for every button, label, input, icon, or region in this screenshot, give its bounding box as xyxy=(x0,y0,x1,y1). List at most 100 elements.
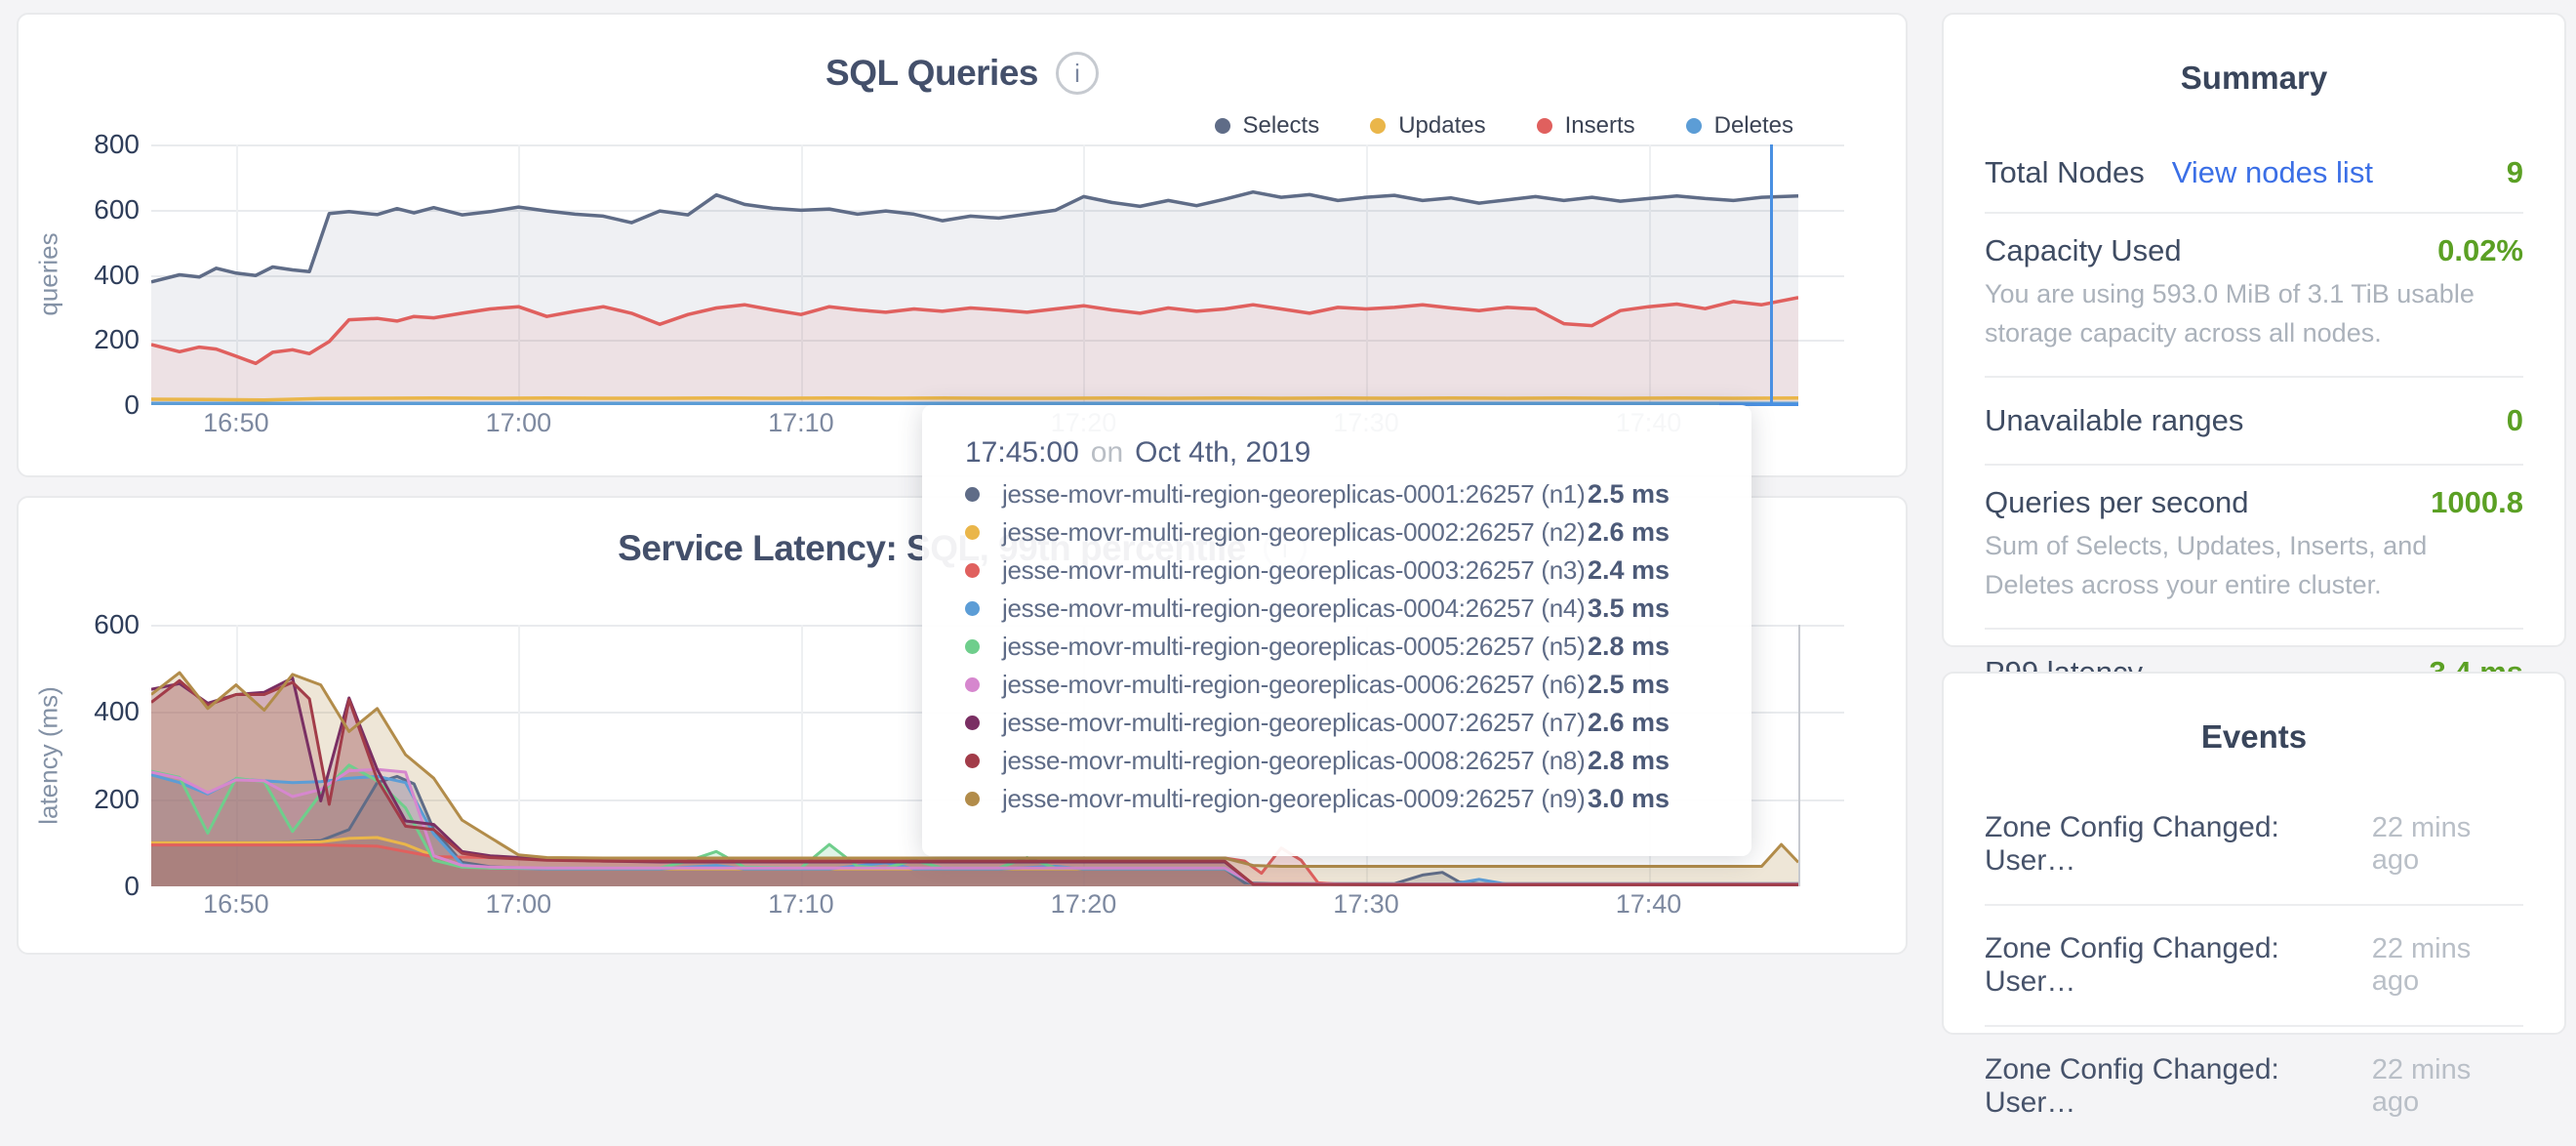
gridline xyxy=(235,625,238,886)
gridline xyxy=(800,625,803,886)
x-axis-tick-label: 17:10 xyxy=(768,408,834,437)
capacity-used-value: 0.02% xyxy=(2437,233,2523,267)
node-series-dot-icon xyxy=(965,487,980,502)
tooltip-node-name: jesse-movr-multi-region-georeplicas-0003… xyxy=(1002,555,1586,585)
node-series-dot-icon xyxy=(965,754,980,768)
node-series-dot-icon xyxy=(965,792,980,806)
tooltip-header: 17:45:00 on Oct 4th, 2019 xyxy=(965,430,1703,475)
legend-item-selects[interactable]: Selects xyxy=(1214,112,1319,140)
event-text: Zone Config Changed: User… xyxy=(1985,1053,2279,1119)
x-axis-tick-label: 16:50 xyxy=(203,408,269,437)
summary-title: Summary xyxy=(2180,60,2328,96)
tooltip-node-row: jesse-movr-multi-region-georeplicas-0008… xyxy=(965,742,1703,780)
sql-legend: Selects Updates Inserts Deletes xyxy=(1214,112,1793,140)
gridline xyxy=(1366,144,1368,405)
y-axis-tick-label: 0 xyxy=(124,871,140,901)
tooltip-on: on xyxy=(1090,436,1124,469)
tooltip-node-latency: 2.4 ms xyxy=(1588,555,1670,585)
series-area-jesse xyxy=(151,769,1798,886)
tooltip-node-name: jesse-movr-multi-region-georeplicas-0008… xyxy=(1002,746,1586,775)
divider xyxy=(1985,212,2523,214)
legend-item-deletes[interactable]: Deletes xyxy=(1685,112,1793,140)
y-axis-tick-label: 200 xyxy=(94,324,140,355)
gridline xyxy=(1648,144,1651,405)
event-timestamp: 22 mins ago xyxy=(2371,933,2472,997)
legend-item-label: Inserts xyxy=(1564,112,1635,139)
tooltip-node-latency: 3.5 ms xyxy=(1588,593,1670,623)
x-axis-tick-label: 17:00 xyxy=(485,889,552,919)
x-axis-tick-label: 17:30 xyxy=(1333,889,1399,919)
event-timestamp: 22 mins ago xyxy=(2371,812,2472,876)
summary-row-capacity: Capacity Used 0.02% You are using 593.0 … xyxy=(1985,214,2523,376)
event-row[interactable]: Zone Config Changed: User… 22 mins ago xyxy=(1985,906,2523,1025)
y-axis-tick-label: 600 xyxy=(94,193,140,225)
tooltip-node-latency: 2.5 ms xyxy=(1588,670,1670,699)
series-area-jesse xyxy=(151,764,1798,886)
gridline xyxy=(151,144,1844,146)
gridline xyxy=(518,144,521,405)
tooltip-node-latency: 2.6 ms xyxy=(1588,517,1670,547)
tooltip-node-name: jesse-movr-multi-region-georeplicas-0009… xyxy=(1002,784,1586,813)
summary-panel: Summary Total Nodes View nodes list 9 Ca… xyxy=(1942,13,2566,689)
x-axis-tick-label: 17:20 xyxy=(1050,889,1117,919)
series-line xyxy=(151,296,1798,366)
tooltip-node-name: jesse-movr-multi-region-georeplicas-0004… xyxy=(1002,593,1586,623)
series-line xyxy=(151,189,1798,284)
unavailable-ranges-label: Unavailable ranges xyxy=(1985,403,2244,437)
y-axis-tick-label: 400 xyxy=(94,696,140,727)
tooltip-node-row: jesse-movr-multi-region-georeplicas-0005… xyxy=(965,628,1703,666)
y-axis-title: latency (ms) xyxy=(33,686,63,825)
node-series-dot-icon xyxy=(965,563,980,578)
gridline xyxy=(1083,144,1086,405)
tooltip-node-latency: 2.5 ms xyxy=(1588,479,1670,509)
event-row[interactable]: Zone Config Changed: User… 22 mins ago xyxy=(1985,1027,2523,1146)
chart-hover-tooltip: 17:45:00 on Oct 4th, 2019 jesse-movr-mul… xyxy=(922,405,1751,856)
tooltip-node-name: jesse-movr-multi-region-georeplicas-0006… xyxy=(1002,670,1586,699)
summary-row-unavailable-ranges: Unavailable ranges 0 xyxy=(1985,378,2523,464)
divider xyxy=(1985,628,2523,630)
y-axis-tick-label: 400 xyxy=(94,259,140,290)
queries-per-second-note: Sum of Selects, Updates, Inserts, and De… xyxy=(1985,531,2428,599)
node-series-dot-icon xyxy=(965,525,980,540)
summary-row-qps: Queries per second 1000.8 Sum of Selects… xyxy=(1985,466,2523,628)
series-line xyxy=(151,767,1798,886)
y-axis-tick-label: 200 xyxy=(94,783,140,814)
chart-end-line xyxy=(1798,625,1800,886)
tooltip-node-latency: 2.8 ms xyxy=(1588,746,1670,775)
series-area-jesse xyxy=(151,673,1798,886)
gridline xyxy=(151,209,1844,212)
tooltip-date: Oct 4th, 2019 xyxy=(1135,436,1311,469)
series-area-jesse xyxy=(151,680,1798,886)
tooltip-node-row: jesse-movr-multi-region-georeplicas-0007… xyxy=(965,704,1703,742)
tooltip-node-name: jesse-movr-multi-region-georeplicas-0005… xyxy=(1002,632,1586,661)
divider xyxy=(1985,376,2523,378)
legend-item-inserts[interactable]: Inserts xyxy=(1536,112,1635,140)
queries-per-second-label: Queries per second xyxy=(1985,485,2249,519)
tooltip-node-latency: 2.6 ms xyxy=(1588,708,1670,737)
view-nodes-list-link[interactable]: View nodes list xyxy=(2171,155,2373,189)
legend-item-updates[interactable]: Updates xyxy=(1370,112,1486,140)
events-title: Events xyxy=(2200,718,2308,755)
event-text: Zone Config Changed: User… xyxy=(1985,932,2279,998)
capacity-used-note: You are using 593.0 MiB of 3.1 TiB usabl… xyxy=(1985,279,2475,348)
node-series-dot-icon xyxy=(965,677,980,692)
tooltip-node-row: jesse-movr-multi-region-georeplicas-0001… xyxy=(965,475,1703,513)
series-area-jesse xyxy=(151,776,1798,886)
legend-item-label: Deletes xyxy=(1713,112,1793,139)
event-row[interactable]: Zone Config Changed: User… 22 mins ago xyxy=(1985,785,2523,904)
info-icon[interactable]: i xyxy=(1055,52,1099,95)
tooltip-node-row: jesse-movr-multi-region-georeplicas-0003… xyxy=(965,552,1703,590)
tooltip-node-name: jesse-movr-multi-region-georeplicas-0001… xyxy=(1002,479,1586,509)
x-axis-tick-label: 17:00 xyxy=(485,408,552,437)
gridline xyxy=(151,274,1844,277)
sql-queries-chart[interactable] xyxy=(151,144,1798,405)
legend-dot-icon xyxy=(1536,118,1552,134)
series-area-Inserts xyxy=(151,297,1798,405)
total-nodes-label: Total Nodes xyxy=(1985,155,2145,189)
service-latency-chart[interactable] xyxy=(151,625,1798,886)
legend-dot-icon xyxy=(1685,118,1702,134)
node-series-dot-icon xyxy=(965,639,980,654)
y-axis-tick-label: 800 xyxy=(94,129,140,159)
legend-item-label: Updates xyxy=(1398,112,1486,139)
legend-dot-icon xyxy=(1214,118,1230,134)
